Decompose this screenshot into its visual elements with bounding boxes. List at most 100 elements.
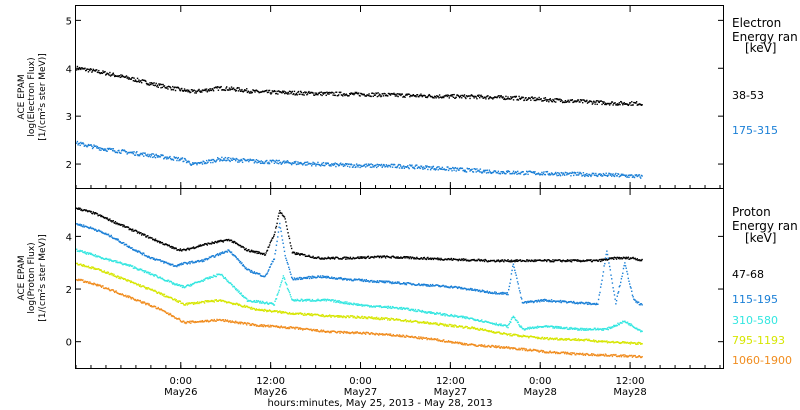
point	[566, 326, 568, 329]
point	[125, 263, 128, 265]
point	[322, 92, 324, 94]
point	[624, 257, 627, 260]
point	[270, 240, 272, 242]
point	[212, 299, 214, 302]
point	[501, 172, 504, 175]
point	[512, 265, 514, 268]
point	[518, 290, 521, 292]
point	[393, 93, 396, 96]
point	[137, 283, 139, 285]
point	[299, 299, 302, 302]
point	[263, 252, 265, 255]
point	[139, 284, 141, 286]
point	[515, 274, 517, 276]
point	[372, 281, 374, 283]
point	[275, 227, 277, 229]
point	[497, 259, 500, 261]
point	[346, 279, 348, 281]
point	[223, 157, 225, 160]
point	[510, 96, 512, 98]
point	[422, 284, 424, 287]
point	[500, 260, 502, 262]
point	[593, 100, 595, 102]
point	[477, 319, 480, 322]
point	[450, 313, 453, 316]
point	[143, 271, 146, 274]
point	[545, 98, 547, 101]
point	[143, 234, 145, 236]
point	[158, 292, 161, 294]
point	[272, 260, 274, 263]
point	[581, 101, 584, 104]
point	[124, 278, 126, 280]
point	[386, 165, 388, 167]
point	[641, 104, 643, 106]
point	[530, 99, 532, 101]
point	[446, 324, 448, 326]
point	[483, 290, 485, 292]
point	[483, 169, 485, 172]
point	[619, 103, 621, 106]
point	[290, 91, 293, 93]
point	[207, 161, 209, 163]
point	[361, 257, 363, 259]
point	[205, 90, 207, 92]
point	[326, 257, 329, 259]
point	[445, 168, 448, 171]
point	[503, 98, 505, 101]
point	[353, 279, 355, 281]
point	[510, 278, 512, 281]
point	[387, 95, 389, 97]
point	[273, 160, 275, 162]
point	[535, 326, 538, 328]
point	[333, 314, 335, 317]
point	[500, 94, 502, 97]
point	[403, 307, 406, 310]
point	[381, 318, 383, 321]
point	[445, 285, 448, 288]
point	[80, 208, 83, 211]
point	[453, 326, 455, 328]
point	[89, 227, 91, 229]
point	[332, 164, 334, 167]
point	[506, 97, 509, 100]
point	[200, 301, 202, 304]
point	[236, 302, 238, 305]
point	[573, 101, 575, 103]
point	[422, 321, 424, 324]
point	[209, 277, 211, 280]
point	[511, 172, 513, 175]
point	[436, 95, 438, 97]
point	[381, 280, 383, 282]
point	[612, 257, 614, 259]
point	[147, 153, 149, 156]
point	[183, 88, 186, 90]
point	[629, 324, 632, 327]
point	[316, 163, 318, 166]
point	[463, 95, 465, 98]
point	[84, 209, 86, 211]
point	[266, 249, 269, 252]
point	[635, 101, 638, 103]
point	[196, 301, 199, 303]
point	[478, 94, 480, 96]
point	[444, 286, 446, 288]
point	[256, 301, 258, 303]
point	[378, 281, 380, 284]
point	[213, 242, 215, 245]
point	[241, 294, 243, 296]
point	[493, 322, 495, 325]
point	[220, 85, 222, 88]
point	[146, 272, 148, 274]
point	[255, 273, 257, 275]
point	[258, 251, 260, 253]
point	[90, 68, 92, 71]
point	[611, 282, 614, 284]
point	[140, 81, 143, 84]
point	[298, 253, 300, 256]
point	[155, 290, 157, 293]
point	[398, 93, 400, 95]
point	[327, 275, 330, 278]
point	[355, 304, 357, 306]
point	[636, 104, 638, 106]
